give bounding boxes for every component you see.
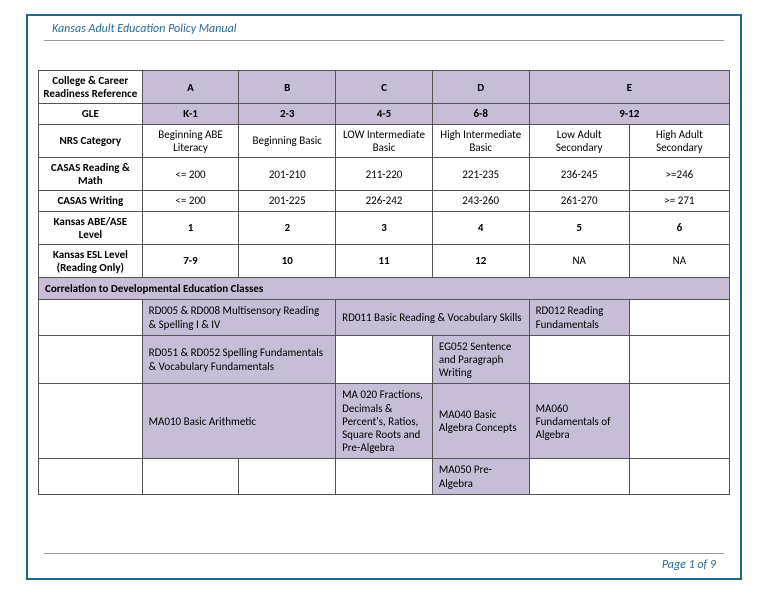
casas-rm-3: 221-235 [432, 157, 529, 190]
page-number: Page 1 of 9 [662, 558, 716, 572]
col-e: E [529, 71, 729, 104]
dev-empty [336, 335, 433, 384]
casas-rm-1: 201-210 [239, 157, 336, 190]
ks-esl-label: Kansas ESL Level (Reading Only) [39, 244, 143, 277]
casas-w-2: 226-242 [336, 191, 433, 211]
casas-w-3: 243-260 [432, 191, 529, 211]
dev-rd011: RD011 Basic Reading & Vocabulary Skills [336, 300, 529, 335]
dev-ma020: MA 020 Fractions, Decimals & Percent's, … [336, 384, 433, 459]
dev-empty [239, 459, 336, 494]
dev-empty [39, 459, 143, 494]
reference-table: College & Career Readiness Reference A B… [38, 70, 730, 495]
table-row-nrs: NRS Category Beginning ABE Literacy Begi… [39, 124, 730, 157]
gle-4: 9-12 [529, 104, 729, 124]
col-b: B [239, 71, 336, 104]
ks-level-4: 5 [529, 211, 629, 244]
nrs-1: Beginning Basic [239, 124, 336, 157]
nrs-3: High Intermediate Basic [432, 124, 529, 157]
casas-rm-5: >=246 [629, 157, 729, 190]
dev-empty [142, 459, 239, 494]
casas-rm-label: CASAS Reading & Math [39, 157, 143, 190]
table-row-dev-2: RD051 & RD052 Spelling Fundamentals & Vo… [39, 335, 730, 384]
casas-w-5: >= 271 [629, 191, 729, 211]
table-row-dev-3: MA010 Basic Arithmetic MA 020 Fractions,… [39, 384, 730, 459]
gle-0: K-1 [142, 104, 239, 124]
dev-empty [39, 384, 143, 459]
gle-2: 4-5 [336, 104, 433, 124]
casas-w-1: 201-225 [239, 191, 336, 211]
col-c: C [336, 71, 433, 104]
casas-rm-2: 211-220 [336, 157, 433, 190]
dev-eg052: EG052 Sentence and Paragraph Writing [432, 335, 529, 384]
table-row-dev-1: RD005 & RD008 Multisensory Reading & Spe… [39, 300, 730, 335]
table-row-ks-level: Kansas ABE/ASE Level 1 2 3 4 5 6 [39, 211, 730, 244]
dev-ma060: MA060 Fundamentals of Algebra [529, 384, 629, 459]
gle-1: 2-3 [239, 104, 336, 124]
table-row-ks-esl: Kansas ESL Level (Reading Only) 7-9 10 1… [39, 244, 730, 277]
dev-rd051: RD051 & RD052 Spelling Fundamentals & Vo… [142, 335, 335, 384]
dev-empty [629, 384, 729, 459]
dev-empty [629, 300, 729, 335]
ks-level-3: 4 [432, 211, 529, 244]
ks-esl-1: 10 [239, 244, 336, 277]
table-row-gle: GLE K-1 2-3 4-5 6-8 9-12 [39, 104, 730, 124]
header-rule [44, 40, 724, 41]
ks-esl-2: 11 [336, 244, 433, 277]
nrs-2: LOW Intermediate Basic [336, 124, 433, 157]
nrs-5: High Adult Secondary [629, 124, 729, 157]
table-row-dev-4: MA050 Pre-Algebra [39, 459, 730, 494]
footer-rule [44, 553, 724, 554]
nrs-0: Beginning ABE Literacy [142, 124, 239, 157]
nrs-label: NRS Category [39, 124, 143, 157]
table-row-header: College & Career Readiness Reference A B… [39, 71, 730, 104]
table-row-casas-w: CASAS Writing <= 200 201-225 226-242 243… [39, 191, 730, 211]
nrs-4: Low Adult Secondary [529, 124, 629, 157]
casas-rm-0: <= 200 [142, 157, 239, 190]
dev-ma050: MA050 Pre-Algebra [432, 459, 529, 494]
ks-esl-0: 7-9 [142, 244, 239, 277]
ks-esl-5: NA [629, 244, 729, 277]
dev-rd005: RD005 & RD008 Multisensory Reading & Spe… [142, 300, 335, 335]
document-header: Kansas Adult Education Policy Manual [52, 22, 237, 36]
dev-empty [529, 335, 629, 384]
dev-empty [529, 459, 629, 494]
dev-empty [629, 459, 729, 494]
casas-w-4: 261-270 [529, 191, 629, 211]
ks-level-2: 3 [336, 211, 433, 244]
casas-w-label: CASAS Writing [39, 191, 143, 211]
col-a: A [142, 71, 239, 104]
dev-empty [39, 335, 143, 384]
ks-level-label: Kansas ABE/ASE Level [39, 211, 143, 244]
table-row-casas-rm: CASAS Reading & Math <= 200 201-210 211-… [39, 157, 730, 190]
dev-empty [336, 459, 433, 494]
gle-3: 6-8 [432, 104, 529, 124]
dev-ma040: MA040 Basic Algebra Concepts [432, 384, 529, 459]
ks-level-0: 1 [142, 211, 239, 244]
gle-label: GLE [39, 104, 143, 124]
dev-empty [629, 335, 729, 384]
dev-rd012: RD012 Reading Fundamentals [529, 300, 629, 335]
correlation-header: Correlation to Developmental Education C… [39, 278, 730, 300]
col-d: D [432, 71, 529, 104]
dev-empty [39, 300, 143, 335]
casas-rm-4: 236-245 [529, 157, 629, 190]
ks-level-5: 6 [629, 211, 729, 244]
heading-cell: College & Career Readiness Reference [39, 71, 143, 104]
table-row-correlation: Correlation to Developmental Education C… [39, 278, 730, 300]
reference-table-wrap: College & Career Readiness Reference A B… [38, 70, 730, 495]
ks-esl-3: 12 [432, 244, 529, 277]
ks-level-1: 2 [239, 211, 336, 244]
dev-ma010: MA010 Basic Arithmetic [142, 384, 335, 459]
casas-w-0: <= 200 [142, 191, 239, 211]
ks-esl-4: NA [529, 244, 629, 277]
